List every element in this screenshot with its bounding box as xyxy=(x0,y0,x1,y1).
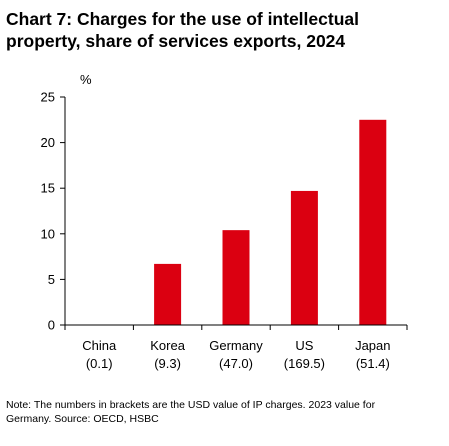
chart-title-line-2: property, share of services exports, 202… xyxy=(6,31,346,51)
chart-note-line-1: Note: The numbers in brackets are the US… xyxy=(6,399,376,411)
y-axis: 0 5 10 15 20 25 xyxy=(41,90,66,333)
y-axis-unit-label: % xyxy=(80,72,92,87)
x-tick-label: China xyxy=(82,338,117,353)
bar-japan xyxy=(359,119,387,325)
bars xyxy=(154,119,387,325)
x-tick-label: Korea xyxy=(150,338,185,353)
y-tick-label: 20 xyxy=(41,135,55,150)
y-tick-label: 25 xyxy=(41,90,55,105)
x-axis: China (0.1) Korea (9.3) Germany (47.0) US (169.… xyxy=(64,324,408,371)
chart-note-line-2: Germany. Source: OECD, HSBC xyxy=(6,413,159,425)
x-tick-sublabel: (47.0) xyxy=(219,356,253,371)
x-tick-sublabel: (0.1) xyxy=(86,356,113,371)
y-tick-label: 5 xyxy=(48,272,55,287)
chart-title: Chart 7: Charges for the use of intellec… xyxy=(6,8,444,52)
x-tick-sublabel: (51.4) xyxy=(356,356,390,371)
x-tick-sublabel: (169.5) xyxy=(284,356,325,371)
x-tick-sublabel: (9.3) xyxy=(154,356,181,371)
y-tick-label: 10 xyxy=(41,226,55,241)
chart-note: Note: The numbers in brackets are the US… xyxy=(6,398,436,426)
bar-korea xyxy=(154,263,182,325)
chart-title-line-1: Chart 7: Charges for the use of intellec… xyxy=(6,9,359,29)
bar-us xyxy=(290,190,318,325)
x-tick-label: Germany xyxy=(209,338,263,353)
x-tick-label: Japan xyxy=(355,338,390,353)
x-tick-label: US xyxy=(295,338,313,353)
y-tick-label: 0 xyxy=(48,318,55,333)
y-tick-label: 15 xyxy=(41,181,55,196)
bar-germany xyxy=(222,230,250,325)
